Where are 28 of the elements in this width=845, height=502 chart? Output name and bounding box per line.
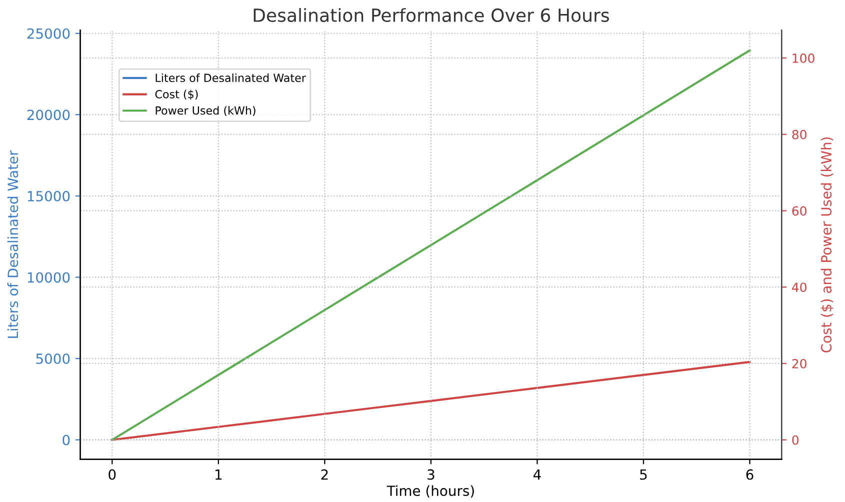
x-tick-label: 3 [428,469,434,480]
x-tick-label: 2 [321,469,328,480]
x-tick-label: 4 [533,469,541,480]
legend-label: Power Used (kWh) [156,106,256,116]
legend-label: Cost ($) [155,90,198,100]
x-axis-title: Time (hours) [386,485,474,498]
y-tick-label: 10000 [28,272,70,283]
y2-tick-label: 20 [792,358,806,368]
line-series [111,360,751,441]
x-tick-label: 0 [108,469,116,480]
y2-tick-label: 60 [792,206,806,216]
y-axis-title: Liters of Desalinated Water [7,150,18,338]
y-tick-label: 20000 [27,110,70,120]
y-tick-label: 5000 [36,354,70,364]
legend-label: Liters of Desalinated Water [156,73,306,82]
y2-tick-label: 80 [792,130,806,140]
y-tick-label: 0 [62,434,70,446]
x-tick-label: 5 [640,469,647,480]
x-tick-label: 6 [746,469,754,480]
y2-tick-label: 0 [792,435,798,445]
y2-axis-title: Cost ($) and Power Used (kWh) [820,137,834,352]
y-tick-label: 15000 [28,190,70,202]
y-tick-label: 25000 [27,28,70,39]
x-tick-label: 1 [216,469,222,480]
y2-tick-label: 100 [792,53,814,63]
chart-title: Desalination Performance Over 6 Hours [254,8,609,22]
line-series [111,49,751,441]
y2-tick-label: 40 [792,282,806,292]
